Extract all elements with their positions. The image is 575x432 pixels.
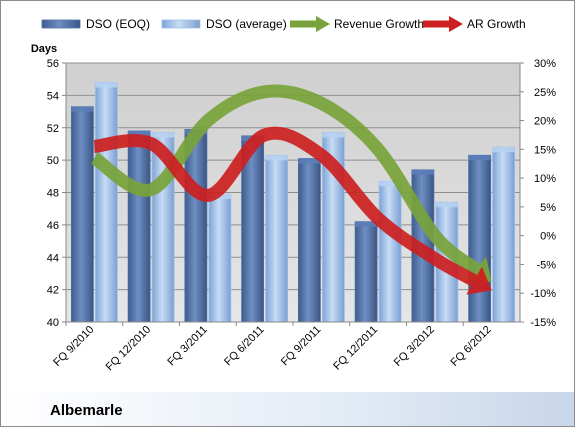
- legend-label: AR Growth: [467, 17, 526, 31]
- y-right-tick-label: 10%: [534, 173, 556, 185]
- legend-arrow-head: [316, 16, 330, 32]
- bar: [184, 128, 208, 323]
- bar: [70, 106, 94, 323]
- bar: [468, 154, 492, 323]
- bar-top: [379, 181, 402, 187]
- bar-top: [265, 155, 288, 161]
- y-right-tick-label: 0%: [540, 231, 556, 243]
- legend-label: DSO (average): [206, 17, 287, 31]
- legend-arrow-head: [449, 16, 463, 32]
- y-left-tick-label: 46: [47, 220, 59, 232]
- bar-top: [411, 169, 434, 175]
- y-left-tick-label: 42: [47, 285, 59, 297]
- growth-arrows: [90, 84, 492, 295]
- y-right-tick-label: -5%: [536, 259, 556, 271]
- y-right-tick-label: 5%: [540, 202, 556, 214]
- y-right-tick-label: -15%: [530, 317, 556, 329]
- bar-top: [322, 132, 345, 138]
- bar-top: [355, 221, 378, 227]
- bar: [492, 146, 516, 323]
- legend-swatch: [41, 19, 81, 29]
- y-right-tick-label: -10%: [530, 288, 556, 300]
- bar-top: [298, 158, 321, 164]
- legend: DSO (EOQ) DSO (average) Revenue Growth AR G…: [41, 16, 526, 32]
- bar-top: [71, 106, 94, 112]
- bar-top: [152, 132, 175, 138]
- legend-label: Revenue Growth: [334, 17, 424, 31]
- legend-label: DSO (EOQ): [86, 17, 150, 31]
- y-left-axis-title: Days: [31, 43, 57, 55]
- arrow-body: [93, 126, 478, 287]
- bar-top: [128, 130, 151, 136]
- bar: [127, 130, 151, 323]
- bar-top: [492, 147, 515, 153]
- y-left-tick-label: 54: [47, 90, 59, 102]
- bar: [208, 193, 232, 323]
- bar: [354, 221, 378, 323]
- bar: [297, 158, 321, 323]
- y-left-tick-label: 56: [47, 58, 59, 70]
- company-label: Albemarle: [50, 402, 123, 419]
- legend-swatch: [161, 19, 201, 29]
- y-left-tick-label: 50: [47, 155, 59, 167]
- y-left-tick-label: 52: [47, 123, 59, 135]
- bar-top: [95, 82, 118, 88]
- y-right-tick-label: 20%: [534, 116, 556, 128]
- arrow-head: [466, 266, 492, 295]
- bar-top: [435, 202, 458, 208]
- y-left-tick-label: 44: [47, 252, 59, 264]
- footer-band: [1, 392, 574, 426]
- y-right-tick-label: 30%: [534, 58, 556, 70]
- bar: [94, 82, 118, 323]
- y-left-tick-label: 48: [47, 188, 59, 200]
- arrow-body: [90, 84, 481, 275]
- y-left-tick-label: 40: [47, 317, 59, 329]
- bar: [265, 154, 289, 323]
- bar: [378, 180, 402, 323]
- bar-top: [468, 155, 491, 161]
- y-right-tick-label: 15%: [534, 144, 556, 156]
- y-right-tick-label: 25%: [534, 87, 556, 99]
